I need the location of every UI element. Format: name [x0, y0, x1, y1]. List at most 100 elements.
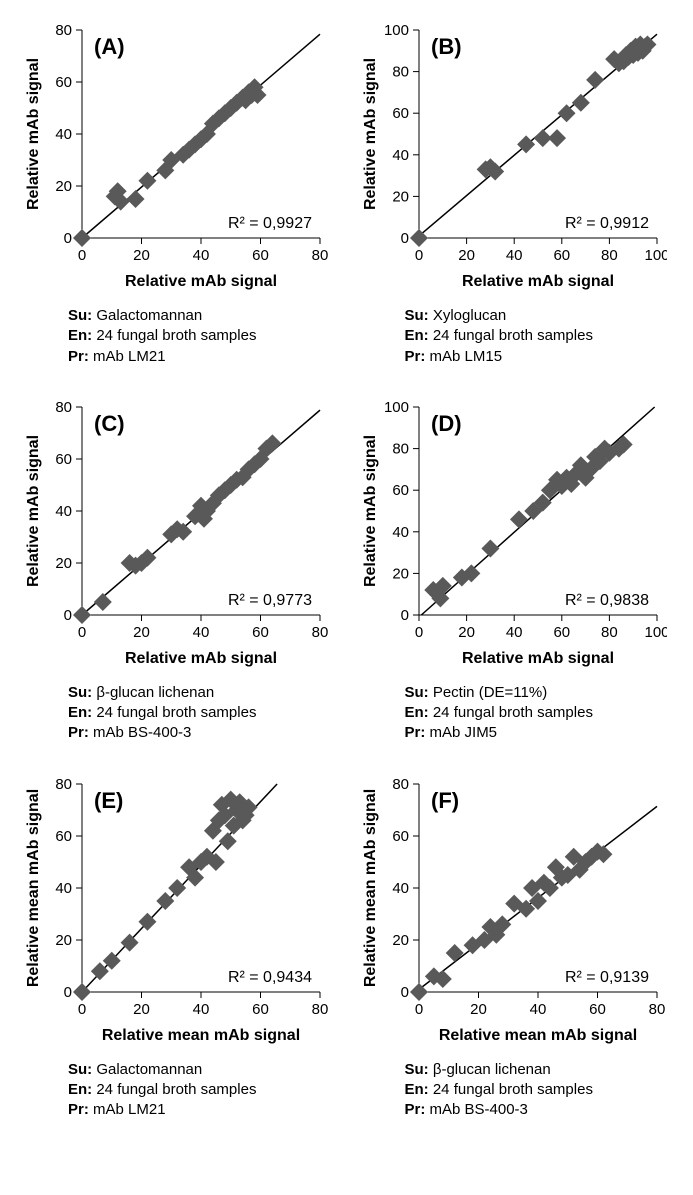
chart-C: 020406080020406080Relative mAb signalRel… [20, 397, 337, 677]
svg-text:40: 40 [193, 247, 210, 264]
svg-text:80: 80 [601, 624, 618, 641]
caption-C: Su: β-glucan lichenanEn: 24 fungal broth… [20, 683, 337, 744]
caption-key: Su: [405, 684, 429, 701]
data-point [168, 879, 186, 897]
svg-text:20: 20 [133, 1001, 150, 1018]
svg-text:60: 60 [553, 247, 570, 264]
chart-A: 020406080020406080Relative mAb signalRel… [20, 20, 337, 300]
caption-value: mAb LM15 [425, 348, 502, 365]
xlabel: Relative mean mAb signal [438, 1027, 636, 1044]
data-point [410, 983, 428, 1001]
svg-text:60: 60 [553, 624, 570, 641]
panel-B: 020406080100020406080100Relative mAb sig… [357, 20, 674, 367]
svg-text:100: 100 [383, 399, 408, 416]
svg-text:100: 100 [383, 22, 408, 39]
data-point [410, 229, 428, 247]
ylabel: Relative mean mAb signal [362, 788, 379, 986]
xlabel: Relative mAb signal [125, 650, 277, 667]
caption-value: mAb LM21 [89, 1101, 166, 1118]
svg-text:60: 60 [55, 828, 72, 845]
chart-grid: 0 20 40 60 80 0 20 40 60 80 Relative mAb signal Rel… [20, 20, 673, 1120]
ylabel: Relative mean mAb signal [25, 788, 42, 986]
caption-E: Su: GalactomannanEn: 24 fungal broth sam… [20, 1060, 337, 1121]
caption-line: Su: β-glucan lichenan [68, 683, 337, 703]
svg-text:40: 40 [193, 624, 210, 641]
svg-text:80: 80 [55, 399, 72, 416]
svg-text:20: 20 [392, 565, 409, 582]
caption-value: β-glucan lichenan [92, 684, 214, 701]
caption-value: Xyloglucan [429, 307, 507, 324]
svg-text:40: 40 [505, 624, 522, 641]
data-point [571, 94, 589, 112]
caption-value: 24 fungal broth samples [92, 704, 256, 721]
caption-line: Su: Galactomannan [68, 1060, 337, 1080]
svg-text:80: 80 [312, 247, 329, 264]
svg-text:20: 20 [55, 932, 72, 949]
caption-line: En: 24 fungal broth samples [68, 326, 337, 346]
caption-line: Su: β-glucan lichenan [405, 1060, 674, 1080]
caption-value: mAb LM21 [89, 348, 166, 365]
caption-key: En: [405, 327, 429, 344]
panel-D: 020406080100020406080100Relative mAb sig… [357, 397, 674, 744]
caption-value: mAb BS-400-3 [425, 1101, 528, 1118]
panel-E: 020406080020406080Relative mean mAb sign… [20, 774, 337, 1121]
svg-text:60: 60 [589, 1001, 606, 1018]
caption-line: Pr: mAb LM15 [405, 347, 674, 367]
svg-text:40: 40 [55, 503, 72, 520]
svg-text:80: 80 [392, 440, 409, 457]
ylabel: Relative mAb signal [25, 58, 42, 210]
svg-text:20: 20 [470, 1001, 487, 1018]
caption-key: En: [405, 704, 429, 721]
caption-key: Pr: [68, 348, 89, 365]
svg-text:80: 80 [55, 22, 72, 39]
svg-text:40: 40 [392, 524, 409, 541]
chart-D: 020406080100020406080100Relative mAb sig… [357, 397, 674, 677]
data-point [557, 104, 575, 122]
xlabel: Relative mean mAb signal [102, 1027, 300, 1044]
svg-text:80: 80 [392, 64, 409, 81]
svg-text:60: 60 [252, 624, 269, 641]
svg-text:20: 20 [133, 247, 150, 264]
caption-key: En: [68, 327, 92, 344]
svg-text:60: 60 [392, 828, 409, 845]
caption-value: Galactomannan [92, 1061, 202, 1078]
svg-text:20: 20 [458, 247, 475, 264]
caption-value: 24 fungal broth samples [429, 327, 593, 344]
svg-text:80: 80 [648, 1001, 665, 1018]
data-point [481, 539, 499, 557]
svg-text:0: 0 [78, 1001, 86, 1018]
chart-E: 020406080020406080Relative mean mAb sign… [20, 774, 337, 1054]
svg-text:60: 60 [392, 105, 409, 122]
caption-key: Su: [405, 307, 429, 324]
ylabel: Relative mAb signal [362, 435, 379, 587]
data-point [445, 944, 463, 962]
panel-label: (A) [94, 34, 125, 59]
svg-text:80: 80 [312, 1001, 329, 1018]
svg-text:40: 40 [193, 1001, 210, 1018]
caption-line: Su: Galactomannan [68, 306, 337, 326]
caption-value: 24 fungal broth samples [92, 1081, 256, 1098]
caption-key: Su: [405, 1061, 429, 1078]
caption-line: Pr: mAb BS-400-3 [68, 723, 337, 743]
caption-B: Su: XyloglucanEn: 24 fungal broth sample… [357, 306, 674, 367]
ylabel: Relative mAb signal [362, 58, 379, 210]
svg-text:40: 40 [392, 147, 409, 164]
svg-text:0: 0 [400, 607, 408, 624]
svg-text:40: 40 [55, 126, 72, 143]
xlabel: Relative mAb signal [125, 273, 277, 290]
r2-label: R² = 0,9927 [228, 215, 312, 232]
r2-label: R² = 0,9773 [228, 592, 312, 609]
caption-key: Pr: [405, 1101, 426, 1118]
chart-B: 020406080100020406080100Relative mAb sig… [357, 20, 674, 300]
svg-text:0: 0 [414, 624, 422, 641]
caption-A: Su: GalactomannanEn: 24 fungal broth sam… [20, 306, 337, 367]
svg-text:20: 20 [133, 624, 150, 641]
caption-value: mAb BS-400-3 [89, 724, 192, 741]
panel-F: 020406080020406080Relative mean mAb sign… [357, 774, 674, 1121]
caption-line: En: 24 fungal broth samples [68, 1080, 337, 1100]
xlabel: Relative mAb signal [461, 273, 613, 290]
svg-text:60: 60 [252, 247, 269, 264]
ylabel: Relative mAb signal [25, 435, 42, 587]
caption-value: 24 fungal broth samples [429, 1081, 593, 1098]
r2-label: R² = 0,9434 [228, 969, 312, 986]
